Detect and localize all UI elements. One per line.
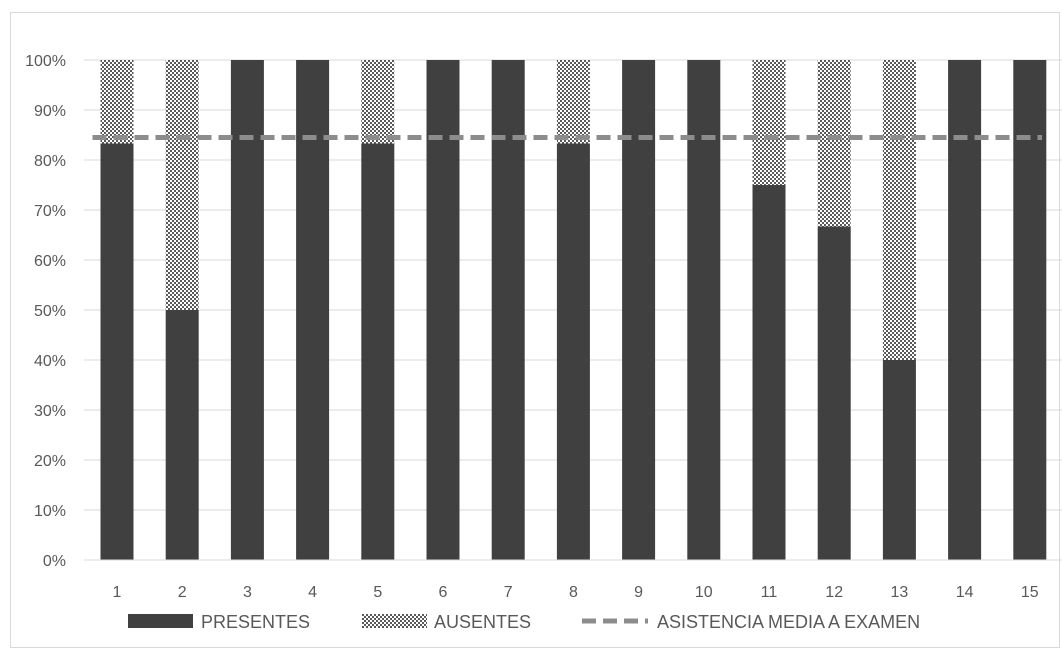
y-tick-label: 40% [34, 353, 66, 370]
x-tick-label: 5 [373, 584, 382, 601]
x-tick-label: 10 [695, 584, 713, 601]
y-tick-label: 50% [34, 303, 66, 320]
y-tick-label: 0% [43, 553, 66, 570]
x-tick-label: 15 [1021, 584, 1039, 601]
x-tick-label: 7 [504, 584, 513, 601]
bar-presentes [1013, 60, 1047, 560]
bar-presentes [817, 226, 851, 560]
x-tick-label: 13 [891, 584, 909, 601]
x-tick-label: 1 [113, 584, 122, 601]
x-tick-label: 4 [308, 584, 317, 601]
x-tick-label: 6 [439, 584, 448, 601]
bar-presentes [687, 60, 721, 560]
legend-swatch-presentes [128, 614, 193, 628]
x-tick-label: 12 [825, 584, 843, 601]
bar-presentes [230, 60, 264, 560]
y-tick-label: 80% [34, 153, 66, 170]
bar-presentes [622, 60, 656, 560]
y-tick-label: 60% [34, 253, 66, 270]
legend-swatch-ausentes [362, 614, 427, 628]
bar-ausentes [882, 60, 916, 360]
legend-label-ausentes: AUSENTES [434, 612, 531, 632]
bar-ausentes [361, 60, 395, 144]
bar-presentes [100, 143, 134, 560]
bar-presentes [882, 360, 916, 560]
bar-ausentes [752, 60, 786, 185]
bar-ausentes [165, 60, 199, 310]
x-tick-label: 9 [634, 584, 643, 601]
bar-presentes [948, 60, 982, 560]
bars [100, 60, 1047, 560]
y-tick-label: 70% [34, 203, 66, 220]
y-tick-label: 100% [25, 53, 66, 70]
bar-presentes [491, 60, 525, 560]
y-tick-label: 90% [34, 103, 66, 120]
x-tick-label: 14 [956, 584, 974, 601]
y-tick-label: 30% [34, 403, 66, 420]
bar-presentes [556, 143, 590, 560]
bar-presentes [361, 143, 395, 560]
bar-presentes [752, 185, 786, 560]
legend-label-asistencia-media: ASISTENCIA MEDIA A EXAMEN [657, 612, 920, 632]
bar-ausentes [100, 60, 134, 144]
bar-ausentes [556, 60, 590, 144]
x-tick-label: 8 [569, 584, 578, 601]
x-tick-label: 3 [243, 584, 252, 601]
y-axis: 0% 10% 20% 30% 40% 50% 60% 70% 80% 90% 100% [25, 53, 66, 570]
x-tick-label: 2 [178, 584, 187, 601]
bar-presentes [426, 60, 460, 560]
x-tick-label: 11 [761, 584, 778, 601]
bar-ausentes [817, 60, 851, 227]
legend-label-presentes: PRESENTES [201, 612, 310, 632]
bar-presentes [165, 310, 199, 560]
legend: PRESENTES AUSENTES ASISTENCIA MEDIA A EXAM… [128, 612, 920, 632]
y-tick-label: 20% [34, 453, 66, 470]
x-axis: 1 2 3 4 5 6 7 8 9 10 11 12 13 14 15 [84, 559, 1062, 601]
bar-presentes [296, 60, 330, 560]
y-tick-label: 10% [34, 503, 66, 520]
